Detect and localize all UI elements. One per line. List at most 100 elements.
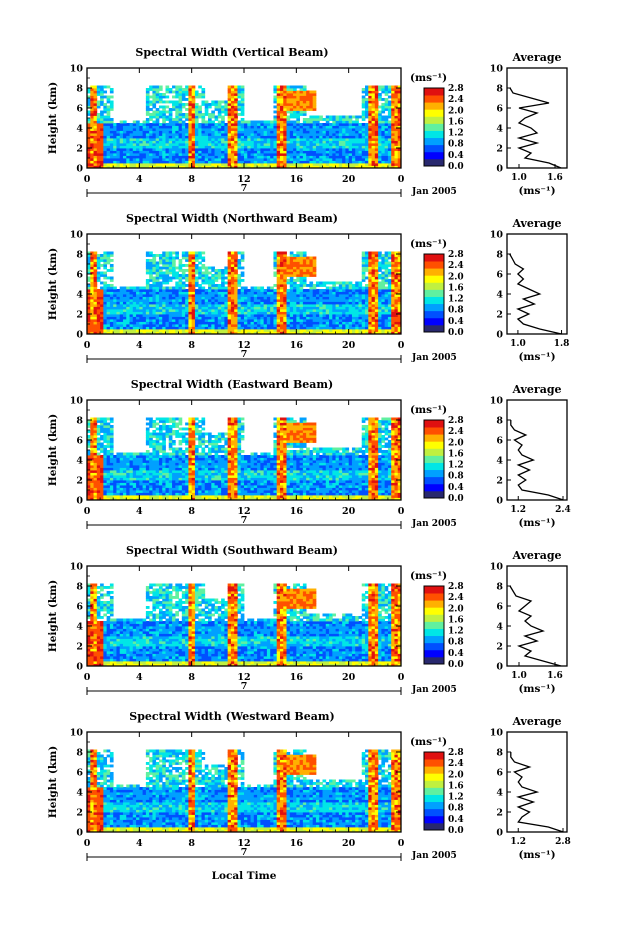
heatmap-cell (296, 269, 300, 272)
heatmap-cell (194, 301, 199, 305)
heatmap-cell (335, 138, 340, 141)
heatmap-cell (322, 128, 327, 131)
heatmap-cell (145, 158, 150, 161)
heatmap-cell (283, 125, 287, 129)
heatmap-cell (250, 138, 255, 141)
heatmap-cell (224, 140, 229, 144)
heatmap-cell (240, 306, 245, 310)
heatmap-cell (250, 289, 255, 292)
heatmap-cell (381, 326, 386, 330)
heatmap-cell (208, 306, 212, 310)
heatmap-cell (253, 128, 258, 131)
heatmap-cell (152, 143, 157, 146)
heatmap-cell (178, 324, 183, 327)
heatmap-cell (90, 163, 94, 166)
heatmap-cell (208, 294, 212, 297)
heatmap-cell (198, 130, 202, 134)
heatmap-cell (106, 301, 111, 305)
heatmap-cell (306, 163, 310, 166)
heatmap-cell (198, 301, 202, 305)
heatmap-cell (244, 324, 248, 327)
heatmap-cell (279, 135, 284, 139)
heatmap-cell (109, 105, 114, 109)
heatmap-cell (175, 108, 179, 111)
heatmap-cell (374, 266, 379, 270)
heatmap-cell (309, 331, 314, 334)
heatmap-cell (397, 90, 401, 94)
heatmap-cell (365, 105, 369, 109)
heatmap-cell (109, 279, 114, 282)
heatmap-cell (185, 309, 189, 312)
heatmap-cell (374, 314, 379, 317)
heatmap-cell (378, 158, 382, 161)
heatmap-cell (237, 281, 242, 285)
heatmap-cell (283, 160, 287, 164)
heatmap-cell (329, 291, 333, 295)
heatmap-cell (93, 289, 98, 292)
heatmap-cell (348, 120, 353, 124)
heatmap-cell (100, 85, 104, 89)
heatmap-cell (286, 324, 291, 327)
heatmap-cell (240, 128, 245, 131)
heatmap-cell (332, 145, 336, 149)
heatmap-cell (378, 264, 382, 267)
heatmap-cell (394, 108, 399, 111)
heatmap-cell (293, 331, 297, 334)
heatmap-cell (283, 93, 287, 96)
heatmap-cell (296, 289, 300, 292)
heatmap-cell (247, 138, 251, 141)
heatmap-cell (204, 163, 209, 166)
heatmap-cell (208, 271, 212, 275)
heatmap-cell (296, 95, 300, 99)
heatmap-cell (237, 274, 242, 277)
heatmap-cell (250, 160, 255, 164)
heatmap-cell (132, 133, 137, 136)
heatmap-cell (365, 160, 369, 164)
heatmap-cell (378, 331, 382, 334)
heatmap-cell (224, 138, 229, 141)
heatmap-cell (384, 148, 389, 151)
heatmap-cell (221, 299, 225, 302)
heatmap-cell (136, 133, 140, 136)
heatmap-cell (168, 100, 173, 104)
heatmap-cell (149, 291, 153, 295)
heatmap-cell (348, 130, 353, 134)
heatmap-cell (113, 123, 117, 126)
heatmap-cell (230, 105, 235, 109)
heatmap-cell (178, 264, 183, 267)
heatmap-cell (283, 120, 287, 124)
heatmap-cell (106, 123, 111, 126)
heatmap-cell (116, 311, 121, 315)
heatmap-cell (338, 165, 343, 168)
heatmap-cell (185, 274, 189, 277)
heatmap-cell (185, 321, 189, 325)
heatmap-cell (348, 296, 353, 300)
heatmap-cell (168, 316, 173, 320)
heatmap-cell (387, 140, 392, 144)
heatmap-cell (87, 311, 91, 315)
heatmap-cell (312, 120, 317, 124)
heatmap-cell (155, 120, 160, 124)
heatmap-cell (122, 145, 127, 149)
heatmap-cell (394, 271, 399, 275)
heatmap-cell (116, 326, 121, 330)
heatmap-cell (374, 95, 379, 99)
heatmap-cell (325, 331, 330, 334)
heatmap-cell (116, 321, 121, 325)
heatmap-cell (368, 110, 372, 114)
heatmap-cell (299, 113, 304, 116)
heatmap-cell (168, 108, 173, 111)
heatmap-cell (325, 294, 330, 297)
heatmap-cell (315, 123, 320, 126)
heatmap-cell (214, 125, 219, 129)
heatmap-cell (342, 324, 346, 327)
heatmap-cell (109, 148, 114, 151)
heatmap-cell (178, 125, 183, 129)
heatmap-cell (185, 301, 189, 305)
heatmap-cell (273, 158, 278, 161)
heatmap-cell (217, 306, 222, 310)
heatmap-cell (152, 284, 157, 287)
heatmap-cell (103, 326, 108, 330)
heatmap-cell (250, 128, 255, 131)
heatmap-cell (201, 304, 206, 307)
